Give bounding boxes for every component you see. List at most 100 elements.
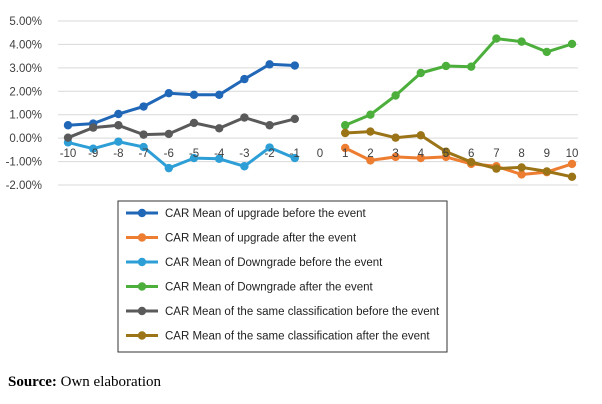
data-point [441, 147, 451, 156]
series-4 [63, 113, 299, 142]
y-tick-label: -1.00% [6, 157, 42, 169]
series-line [67, 116, 296, 140]
data-point [542, 167, 551, 176]
legend-swatch-marker [137, 233, 147, 242]
data-point [139, 142, 148, 152]
x-tick-label: 8 [518, 148, 524, 160]
x-tick-label: -2 [264, 148, 274, 160]
series-line [345, 130, 573, 179]
x-tick-label: 1 [342, 148, 348, 160]
data-point [467, 62, 476, 71]
data-point [567, 159, 577, 169]
y-tick-label: 4.00% [9, 39, 42, 51]
series-3 [341, 34, 577, 130]
source-label: Source: [8, 374, 57, 390]
data-point [164, 88, 173, 98]
legend-swatch-marker [137, 208, 147, 218]
data-point [467, 157, 476, 167]
series-line [67, 62, 295, 127]
legend-entry: CAR Mean of upgrade before the event [126, 208, 367, 220]
data-point [492, 164, 501, 173]
x-tick-label: 0 [317, 148, 323, 160]
legend-entry: CAR Mean of Downgrade after the event [126, 282, 374, 294]
legend-entry: CAR Mean of the same classification afte… [126, 331, 430, 343]
y-tick-label: 3.00% [9, 63, 42, 75]
x-tick-label: 6 [468, 148, 474, 160]
x-tick-label: -6 [164, 148, 174, 160]
data-point [341, 143, 350, 153]
y-tick-label: 0.00% [9, 133, 42, 145]
x-tick-label: 4 [418, 148, 425, 160]
legend-label: CAR Mean of the same classification befo… [165, 306, 440, 318]
data-point [89, 144, 98, 153]
x-tick-label: 9 [544, 148, 550, 160]
data-point [290, 61, 299, 70]
data-point [63, 121, 73, 130]
data-point [366, 110, 375, 119]
data-point [567, 172, 577, 181]
x-tick-label: -5 [189, 148, 199, 160]
x-tick-label: -8 [113, 148, 123, 160]
x-tick-label: 5 [443, 148, 449, 160]
legend-entry: CAR Mean of the same classification befo… [126, 306, 440, 318]
y-axis: 5.00% 4.00% 3.00% 2.00% 1.00% 0.00% -1.00% -2.0… [6, 16, 42, 192]
x-tick-label: 7 [493, 148, 499, 160]
data-point [89, 123, 98, 132]
source-note: Source: Own elaboration [8, 374, 161, 391]
data-point [265, 143, 274, 152]
data-point [416, 153, 425, 163]
y-tick-label: 5.00% [9, 16, 42, 28]
data-point [517, 170, 526, 179]
data-point [366, 127, 375, 136]
data-point [189, 118, 199, 128]
x-tick-label: 3 [392, 148, 398, 160]
data-point [567, 39, 577, 49]
series-0 [63, 60, 299, 130]
data-point [164, 129, 173, 139]
data-point [114, 109, 123, 119]
x-tick-label: -4 [214, 148, 225, 160]
x-tick-label: -9 [88, 148, 98, 160]
legend-label: CAR Mean of upgrade before the event [165, 208, 367, 220]
series-line [344, 37, 573, 127]
data-point [391, 91, 400, 100]
data-point [189, 153, 199, 163]
series-line [67, 140, 296, 170]
data-point [240, 74, 249, 84]
data-point [542, 47, 551, 57]
legend: CAR Mean of upgrade before the event CAR … [117, 200, 448, 353]
data-point [265, 121, 274, 130]
legend-entry: CAR Mean of Downgrade before the event [126, 257, 383, 269]
legend-box [117, 200, 448, 353]
y-tick-label: -2.00% [6, 180, 42, 192]
legend-label: CAR Mean of the same classification afte… [165, 331, 430, 343]
data-point [139, 102, 148, 111]
data-point [189, 90, 199, 100]
data-point [114, 137, 123, 146]
data-point [517, 37, 526, 46]
legend-swatch-marker [137, 306, 147, 316]
data-point [215, 154, 224, 163]
data-point [240, 162, 249, 171]
series-5 [341, 127, 577, 181]
source-text: Own elaboration [56, 374, 162, 390]
data-point [215, 90, 224, 100]
data-point [139, 130, 148, 139]
x-axis: -10 -9 -8 -7 -6 -5 -4 -3 -2 -1 0 1 2 3 4 5 6 7 8 9 10 [60, 148, 579, 160]
data-point [341, 121, 350, 130]
data-point [492, 34, 501, 43]
x-tick-label: -3 [239, 148, 249, 160]
legend-label: CAR Mean of upgrade after the event [165, 233, 357, 245]
legend-swatch-marker [137, 331, 147, 340]
data-point [290, 153, 299, 163]
data-point [240, 113, 249, 122]
legend-entry: CAR Mean of upgrade after the event [126, 233, 357, 245]
data-point [63, 133, 73, 142]
x-tick-label: 10 [566, 148, 579, 160]
data-point [517, 163, 526, 172]
x-tick-label: -10 [60, 148, 77, 160]
legend-label: CAR Mean of Downgrade after the event [165, 282, 374, 294]
data-point [290, 114, 299, 124]
legend-swatch-marker [137, 282, 147, 291]
y-tick-label: 2.00% [9, 86, 42, 98]
